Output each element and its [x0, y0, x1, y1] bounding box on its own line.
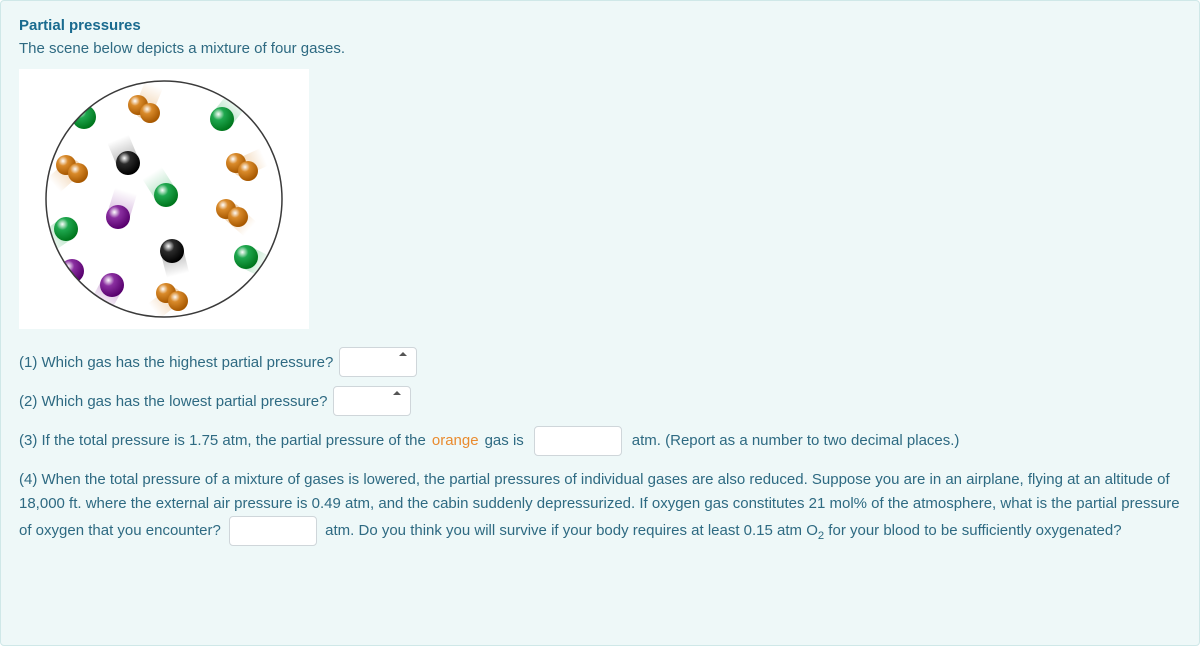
- q2-text: (2) Which gas has the lowest partial pre…: [19, 382, 327, 421]
- lead-text: The scene below depicts a mixture of fou…: [19, 40, 1181, 57]
- gas-figure: [19, 69, 309, 329]
- panel-title: Partial pressures: [19, 17, 1181, 34]
- q1-select[interactable]: greenorangeblackpurple: [339, 347, 417, 377]
- question-1-line: (1) Which gas has the highest partial pr…: [19, 343, 1181, 382]
- q2-select[interactable]: greenorangeblackpurple: [333, 386, 411, 416]
- q1-text: (1) Which gas has the highest partial pr…: [19, 343, 333, 382]
- question-4-block: (4) When the total pressure of a mixture…: [19, 468, 1181, 546]
- q4-post-b: for your blood to be sufficiently oxygen…: [824, 522, 1121, 539]
- q4-input[interactable]: [229, 516, 317, 546]
- question-panel: Partial pressures The scene below depict…: [0, 0, 1200, 646]
- q3-orange-word: orange: [432, 421, 479, 460]
- q3-mid: gas is: [485, 421, 524, 460]
- q3-pre: (3) If the total pressure is 1.75 atm, t…: [19, 421, 426, 460]
- q1-select-wrap: greenorangeblackpurple: [339, 343, 417, 382]
- question-2-line: (2) Which gas has the lowest partial pre…: [19, 382, 1181, 421]
- question-3-line: (3) If the total pressure is 1.75 atm, t…: [19, 421, 1181, 460]
- q2-select-wrap: greenorangeblackpurple: [333, 382, 411, 421]
- gas-svg: [34, 74, 294, 324]
- q3-post: atm. (Report as a number to two decimal …: [632, 421, 960, 460]
- q3-input[interactable]: [534, 426, 622, 456]
- q4-post-a: atm. Do you think you will survive if yo…: [325, 522, 818, 539]
